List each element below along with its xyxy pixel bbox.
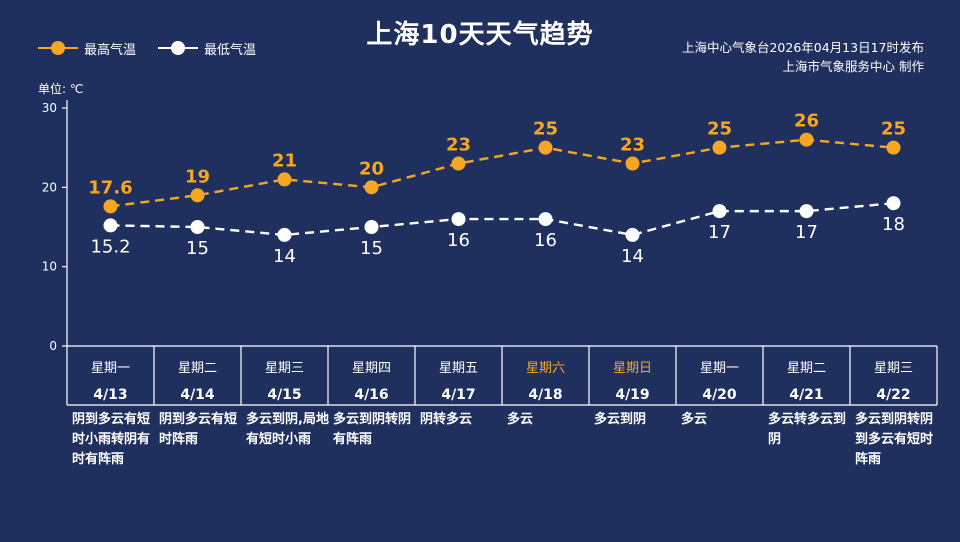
date-label: 4/20: [702, 387, 737, 403]
y-tick-label: 30: [42, 101, 57, 115]
weather-description: 多云到阴转阴到多云有短时阵雨: [855, 412, 934, 467]
high-data-label: 21: [272, 150, 297, 171]
low-point: [538, 212, 553, 227]
weekday-label: 星期三: [265, 361, 304, 376]
date-label: 4/19: [615, 387, 649, 403]
unit-label: 单位: ℃: [38, 82, 84, 96]
low-point: [886, 196, 901, 211]
weather-description: 阴到多云有短时小雨转阴有时有阵雨: [72, 412, 151, 467]
weather-description: 多云到阴转阴有阵雨: [333, 412, 412, 447]
date-label: 4/16: [354, 387, 388, 403]
weather-description: 多云转多云到阴: [768, 412, 847, 447]
weather-description: 多云到阴: [594, 412, 647, 427]
high-point: [538, 140, 553, 155]
high-point: [886, 140, 901, 155]
legend-high-swatch: [38, 38, 78, 58]
legend-low-swatch: [158, 38, 199, 58]
high-point: [190, 188, 205, 203]
low-data-label: 16: [534, 230, 557, 251]
source-line-1: 上海中心气象台2026年04月13日17时发布: [681, 40, 924, 55]
high-data-label: 23: [620, 135, 645, 156]
low-point: [451, 212, 466, 227]
weekday-label: 星期五: [439, 361, 478, 376]
weather-description: 多云到阴,局地有短时小雨: [246, 412, 329, 447]
high-point: [277, 172, 292, 187]
weather-description: 阴到多云有短时阵雨: [159, 412, 238, 447]
weather-description: 多云: [681, 412, 708, 427]
low-data-label: 15: [360, 238, 383, 259]
high-point: [799, 132, 814, 147]
low-data-label: 15.2: [90, 236, 130, 257]
high-point: [712, 140, 727, 155]
source-note: 上海中心气象台2026年04月13日17时发布 上海市气象服务中心 制作: [682, 38, 924, 76]
source-line-2: 上海市气象服务中心 制作: [782, 59, 924, 74]
weather-description: 多云: [507, 412, 534, 427]
high-data-label: 25: [533, 119, 558, 140]
y-tick-label: 10: [42, 260, 57, 274]
date-label: 4/15: [267, 387, 301, 403]
date-label: 4/17: [441, 387, 475, 403]
high-point: [451, 156, 466, 171]
weekday-label: 星期二: [178, 361, 217, 376]
low-data-label: 15: [186, 238, 209, 259]
weekday-label: 星期三: [874, 361, 913, 376]
high-data-label: 25: [707, 119, 732, 140]
date-label: 4/14: [180, 387, 215, 403]
weekday-label: 星期六: [526, 361, 565, 376]
low-data-label: 16: [447, 230, 470, 251]
low-point: [103, 218, 118, 233]
legend-high-label: 最高气温: [84, 42, 137, 58]
low-data-label: 17: [708, 222, 731, 243]
y-tick-label: 20: [42, 180, 57, 194]
y-tick-label: 0: [49, 339, 57, 353]
legend-low-label: 最低气温: [204, 42, 257, 58]
weekday-label: 星期二: [787, 361, 826, 376]
low-point: [190, 220, 205, 234]
high-point: [625, 156, 640, 171]
high-point: [364, 180, 379, 195]
low-point: [712, 204, 727, 219]
high-data-label: 23: [446, 135, 471, 156]
weekday-label: 星期一: [700, 361, 739, 376]
low-data-label: 14: [273, 246, 296, 267]
legend: 最高气温 最低气温: [38, 38, 256, 58]
date-label: 4/21: [789, 387, 823, 403]
high-data-label: 17.6: [88, 177, 132, 198]
high-series-line: [110, 138, 894, 208]
high-data-label: 25: [881, 119, 906, 140]
weekday-label: 星期一: [91, 361, 130, 376]
date-label: 4/22: [876, 387, 910, 403]
weekday-label: 星期日: [613, 361, 652, 376]
weekday-label: 星期四: [352, 361, 391, 376]
date-label: 4/13: [93, 387, 127, 403]
low-point: [277, 227, 292, 242]
low-data-label: 18: [882, 214, 905, 235]
high-point: [103, 199, 118, 214]
weather-description: 阴转多云: [420, 412, 473, 427]
high-data-label: 19: [185, 166, 210, 187]
legend-item-high: 最高气温: [38, 38, 136, 58]
low-point: [625, 227, 640, 242]
low-point: [364, 220, 379, 234]
date-label: 4/18: [528, 387, 562, 403]
chart-title: 上海10天天气趋势: [366, 20, 594, 50]
low-point: [799, 204, 814, 219]
legend-item-low: 最低气温: [158, 38, 256, 58]
high-data-label: 20: [359, 158, 384, 179]
low-data-label: 14: [621, 246, 644, 267]
low-series-line: [110, 202, 894, 237]
low-data-label: 17: [795, 222, 818, 243]
high-data-label: 26: [794, 111, 819, 132]
